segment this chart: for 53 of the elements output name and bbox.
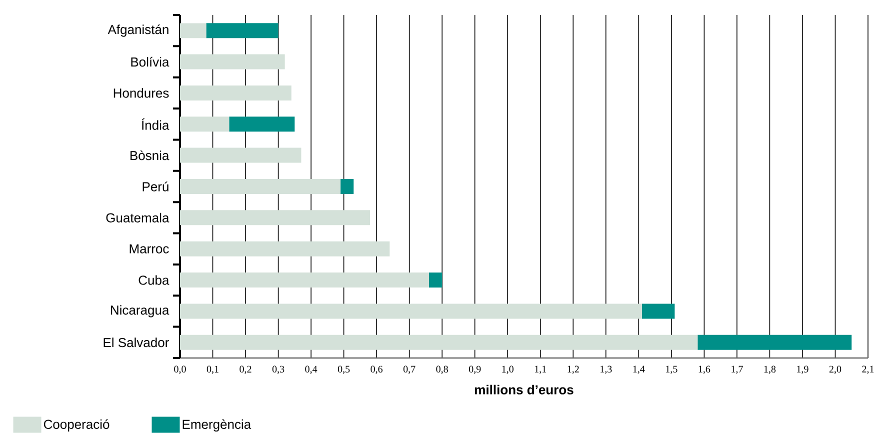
x-tick-label: 1,2 [568, 366, 579, 374]
x-tick-label: 2,1 [862, 366, 874, 374]
y-tick-label: Perú [142, 182, 168, 192]
bar [180, 54, 285, 70]
x-tick-label: 0,3 [272, 366, 284, 374]
x-tick-label: 1,9 [797, 366, 808, 374]
bar [180, 178, 341, 194]
x-tick-label: 1,0 [502, 366, 514, 374]
y-tick-label: Hondures [114, 88, 169, 98]
y-tick-label: El Salvador [104, 338, 169, 348]
y-tick-label: Bòsnia [130, 150, 170, 160]
y-tick-label: Cuba [138, 275, 170, 285]
bar [428, 272, 442, 288]
x-axis-title: millions d’euros [475, 384, 574, 394]
y-tick-label: Nicaragua [111, 305, 170, 318]
x-tick-label: 1,7 [732, 366, 743, 374]
x-tick-label: 1,4 [633, 366, 645, 374]
bar [180, 23, 206, 38]
x-tick-label: 0,2 [240, 366, 252, 374]
x-tick-label: 0,8 [436, 366, 448, 374]
y-tick-label: Afganistán [108, 24, 168, 37]
x-tick-label: 0,5 [338, 366, 350, 374]
x-tick-label: 0,1 [206, 366, 218, 374]
y-tick-label: Bolívia [131, 56, 170, 67]
bar [180, 241, 390, 256]
bar [180, 210, 370, 226]
x-tick-label: 1,1 [535, 366, 546, 374]
bar [180, 116, 230, 132]
legend-label: Cooperació [44, 419, 110, 432]
x-tick-label: 2,0 [829, 366, 842, 374]
legend-label: Emergència [182, 419, 252, 432]
y-tick-label: Guatemala [106, 212, 170, 222]
x-tick-label: 1,8 [764, 366, 776, 374]
bar [180, 148, 302, 163]
x-tick-label: 0,0 [174, 366, 186, 374]
x-tick-label: 1,5 [666, 366, 678, 374]
x-tick-label: 0,9 [468, 366, 481, 374]
x-tick-label: 1,3 [600, 366, 612, 374]
bar [180, 272, 429, 288]
bar [180, 85, 292, 100]
bar [698, 334, 852, 350]
bar [229, 116, 295, 132]
y-tick-label: Marroc [130, 244, 169, 254]
x-tick-label: 1,6 [698, 366, 710, 374]
x-tick-label: 0,7 [403, 366, 416, 374]
x-tick-label: 0,6 [370, 366, 383, 374]
x-tick-label: 0,4 [305, 366, 318, 374]
y-tick-label: Índia [142, 118, 170, 130]
bar [206, 23, 278, 38]
bar [340, 178, 354, 194]
bar [642, 304, 675, 319]
bar [180, 334, 698, 350]
bar [180, 304, 642, 319]
